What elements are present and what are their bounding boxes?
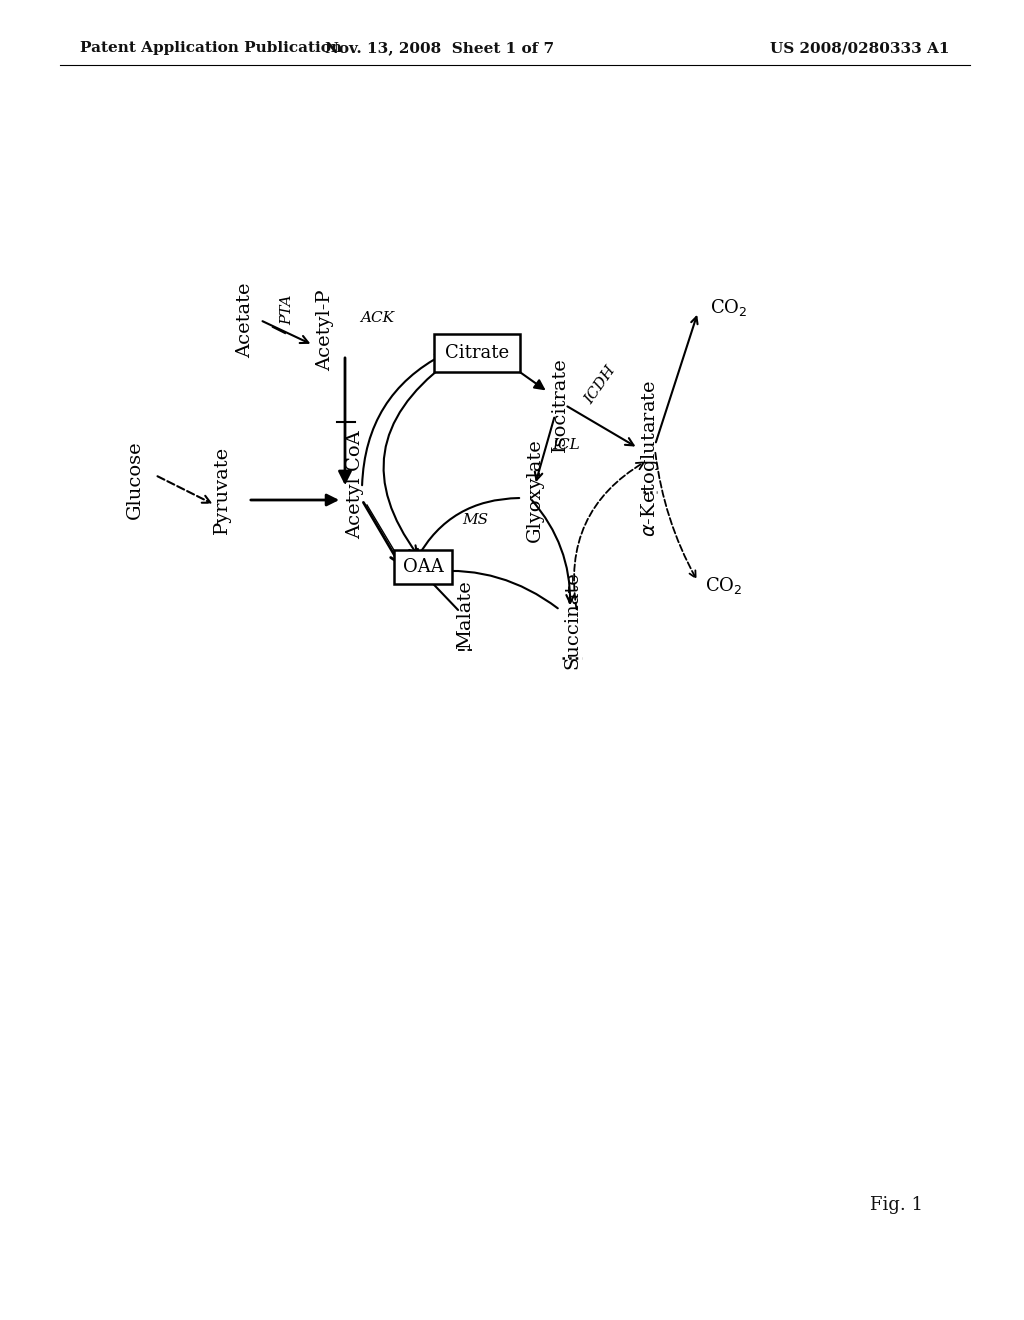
FancyBboxPatch shape xyxy=(394,550,452,583)
Text: Acetyl CoA: Acetyl CoA xyxy=(346,430,364,540)
Text: Fig. 1: Fig. 1 xyxy=(870,1196,923,1214)
Text: Glucose: Glucose xyxy=(126,441,144,519)
Text: PTA: PTA xyxy=(280,294,294,325)
Text: Nov. 13, 2008  Sheet 1 of 7: Nov. 13, 2008 Sheet 1 of 7 xyxy=(326,41,555,55)
Text: CO$_2$: CO$_2$ xyxy=(710,297,748,318)
Text: Acetate: Acetate xyxy=(236,282,254,358)
Text: ACK: ACK xyxy=(360,312,394,325)
Text: Glyoxylate: Glyoxylate xyxy=(526,438,544,543)
Text: Succinate: Succinate xyxy=(563,572,581,669)
Text: US 2008/0280333 A1: US 2008/0280333 A1 xyxy=(770,41,950,55)
Text: Citrate: Citrate xyxy=(445,345,509,362)
Text: Malate: Malate xyxy=(456,581,474,649)
Text: Patent Application Publication: Patent Application Publication xyxy=(80,41,342,55)
Text: ICDH: ICDH xyxy=(582,363,618,407)
FancyBboxPatch shape xyxy=(434,334,520,372)
Text: ICL: ICL xyxy=(552,438,580,451)
Text: Acetyl-P: Acetyl-P xyxy=(316,289,334,371)
Text: Isocitrate: Isocitrate xyxy=(551,358,569,453)
Text: Pyruvate: Pyruvate xyxy=(213,446,231,535)
Text: MS: MS xyxy=(462,513,488,527)
Text: CO$_2$: CO$_2$ xyxy=(705,574,742,595)
Text: OAA: OAA xyxy=(402,558,443,576)
Text: $\alpha$-Ketoglutarate: $\alpha$-Ketoglutarate xyxy=(639,379,662,537)
